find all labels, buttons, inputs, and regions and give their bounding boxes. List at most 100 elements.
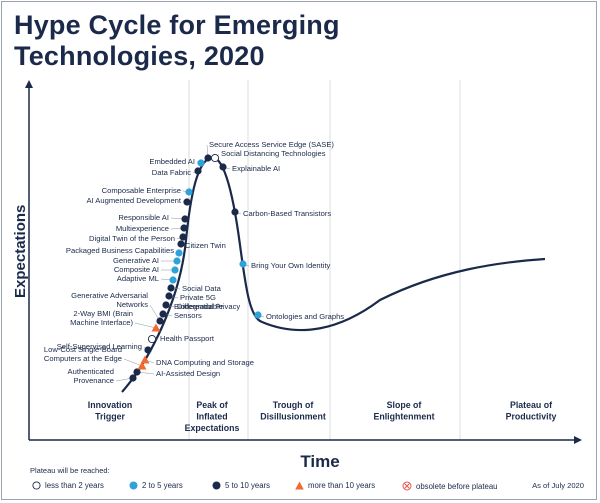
technology-label: Responsible AI: [118, 213, 169, 222]
technology-label: Citizen Twin: [185, 241, 226, 250]
technology-label: Networks: [116, 300, 148, 309]
technology-marker: [156, 317, 164, 325]
technology-label: Provenance: [73, 376, 114, 385]
technology-label: Private 5G: [180, 293, 216, 302]
technology-label: Embedded AI: [149, 157, 195, 166]
technology-marker: [162, 301, 170, 309]
chart-title: Hype Cycle for Emerging Technologies, 20…: [14, 10, 394, 72]
phase-label: Peak of: [196, 400, 227, 410]
legend-item-less-than-2-years: less than 2 years: [32, 481, 104, 490]
technology-marker: [165, 292, 173, 300]
technology-marker: [173, 257, 181, 265]
technology-marker: [171, 266, 179, 274]
technology-label: Explainable AI: [232, 164, 280, 173]
technology-label: Composable Enterprise: [102, 186, 181, 195]
technology-marker: [239, 260, 247, 268]
x-axis-arrow: [574, 436, 582, 444]
orange-triangle-icon: [295, 481, 304, 490]
phase-label: Innovation: [88, 400, 132, 410]
technology-label: AI Augmented Development: [86, 196, 181, 205]
legend-title: Plateau will be reached:: [30, 466, 110, 475]
legend-item-2-to-5-years: 2 to 5 years: [129, 481, 183, 490]
technology-label: Differential Privacy: [177, 302, 240, 311]
technology-label: Generative Adversarial: [71, 291, 148, 300]
technology-label: 2-Way BMI (Brain: [73, 309, 133, 318]
phase-dividers: [188, 80, 461, 440]
technology-marker: [204, 154, 212, 162]
technology-label: Self-Supervised Learning: [57, 342, 142, 351]
y-axis-arrow: [25, 80, 33, 88]
technology-marker: [133, 368, 141, 376]
technology-marker: [183, 198, 191, 206]
technology-markers: [129, 153, 262, 382]
technology-marker: [210, 153, 220, 163]
technology-marker: [169, 276, 177, 284]
technology-label: Computers at the Edge: [44, 354, 122, 363]
leader-line: [134, 322, 157, 329]
hype-curve: [121, 156, 546, 393]
technology-marker: [151, 323, 161, 332]
technology-label: Health Passport: [160, 334, 215, 343]
hollow-circle-icon: [32, 481, 41, 490]
legend-label: obsolete before plateau: [416, 481, 498, 491]
technology-label: DNA Computing and Storage: [156, 358, 254, 367]
technology-label: Secure Access Service Edge (SASE): [209, 140, 334, 149]
technology-label: Machine Interface): [70, 318, 133, 327]
technology-label: Packaged Business Capabilities: [66, 246, 174, 255]
technology-marker: [159, 310, 167, 318]
technology-label: Generative AI: [113, 256, 159, 265]
technology-marker: [185, 188, 193, 196]
technology-marker: [129, 374, 137, 382]
technology-marker: [167, 284, 175, 292]
technology-marker: [194, 167, 202, 175]
technology-label: Bring Your Own Identity: [251, 261, 331, 270]
phase-label: Trough of: [273, 400, 314, 410]
leader-line: [123, 358, 143, 367]
technology-marker: [137, 361, 147, 370]
technology-label: Social Data: [182, 284, 222, 293]
technology-marker: [147, 334, 157, 344]
technology-label: Authenticated: [68, 367, 114, 376]
technology-label: Digital Twin of the Person: [89, 234, 175, 243]
technology-marker: [175, 249, 183, 257]
technology-marker: [231, 208, 239, 216]
phase-label: Inflated: [196, 412, 227, 422]
axes: [25, 80, 582, 444]
technology-label: Adaptive ML: [117, 274, 159, 283]
technology-label: Carbon-Based Transistors: [243, 209, 331, 218]
technology-label: Sensors: [174, 311, 202, 320]
technology-label: Data Fabric: [152, 168, 191, 177]
technology-marker: [181, 215, 189, 223]
phase-label: Enlightenment: [373, 412, 434, 422]
legend-label: less than 2 years: [45, 481, 104, 490]
navy-circle-icon: [212, 481, 221, 490]
phase-label: Productivity: [506, 412, 557, 422]
y-axis-label: Expectations: [12, 204, 29, 298]
technology-marker: [144, 346, 152, 354]
phase-label: Disillusionment: [260, 412, 326, 422]
legend: less than 2 years 2 to 5 years 5 to 10 y…: [32, 481, 592, 495]
crossed-circle-icon: [402, 481, 412, 491]
light-blue-circle-icon: [129, 481, 138, 490]
technology-marker: [219, 163, 227, 171]
legend-label: 2 to 5 years: [142, 481, 183, 490]
x-axis-label: Time: [300, 452, 340, 471]
technology-label: AI-Assisted Design: [156, 369, 220, 378]
title-line-1: Hype Cycle for Emerging: [14, 10, 340, 40]
technology-label: Multiexperience: [116, 224, 169, 233]
phase-label: Slope of: [387, 400, 422, 410]
technology-marker: [254, 311, 262, 319]
technology-marker: [177, 240, 185, 248]
technology-marker: [197, 159, 205, 167]
technology-label: Social Distancing Technologies: [221, 149, 326, 158]
technology-label: Low-Cost Single-Board: [44, 345, 122, 354]
phase-label: Trigger: [95, 412, 125, 422]
technology-marker: [180, 224, 188, 232]
legend-label: more than 10 years: [308, 481, 376, 490]
legend-item-more-than-10-years: more than 10 years: [295, 481, 375, 490]
technology-marker: [179, 233, 187, 241]
phase-label: Expectations: [185, 423, 240, 433]
legend-item-obsolete-before-plateau: obsolete before plateau: [402, 481, 498, 491]
